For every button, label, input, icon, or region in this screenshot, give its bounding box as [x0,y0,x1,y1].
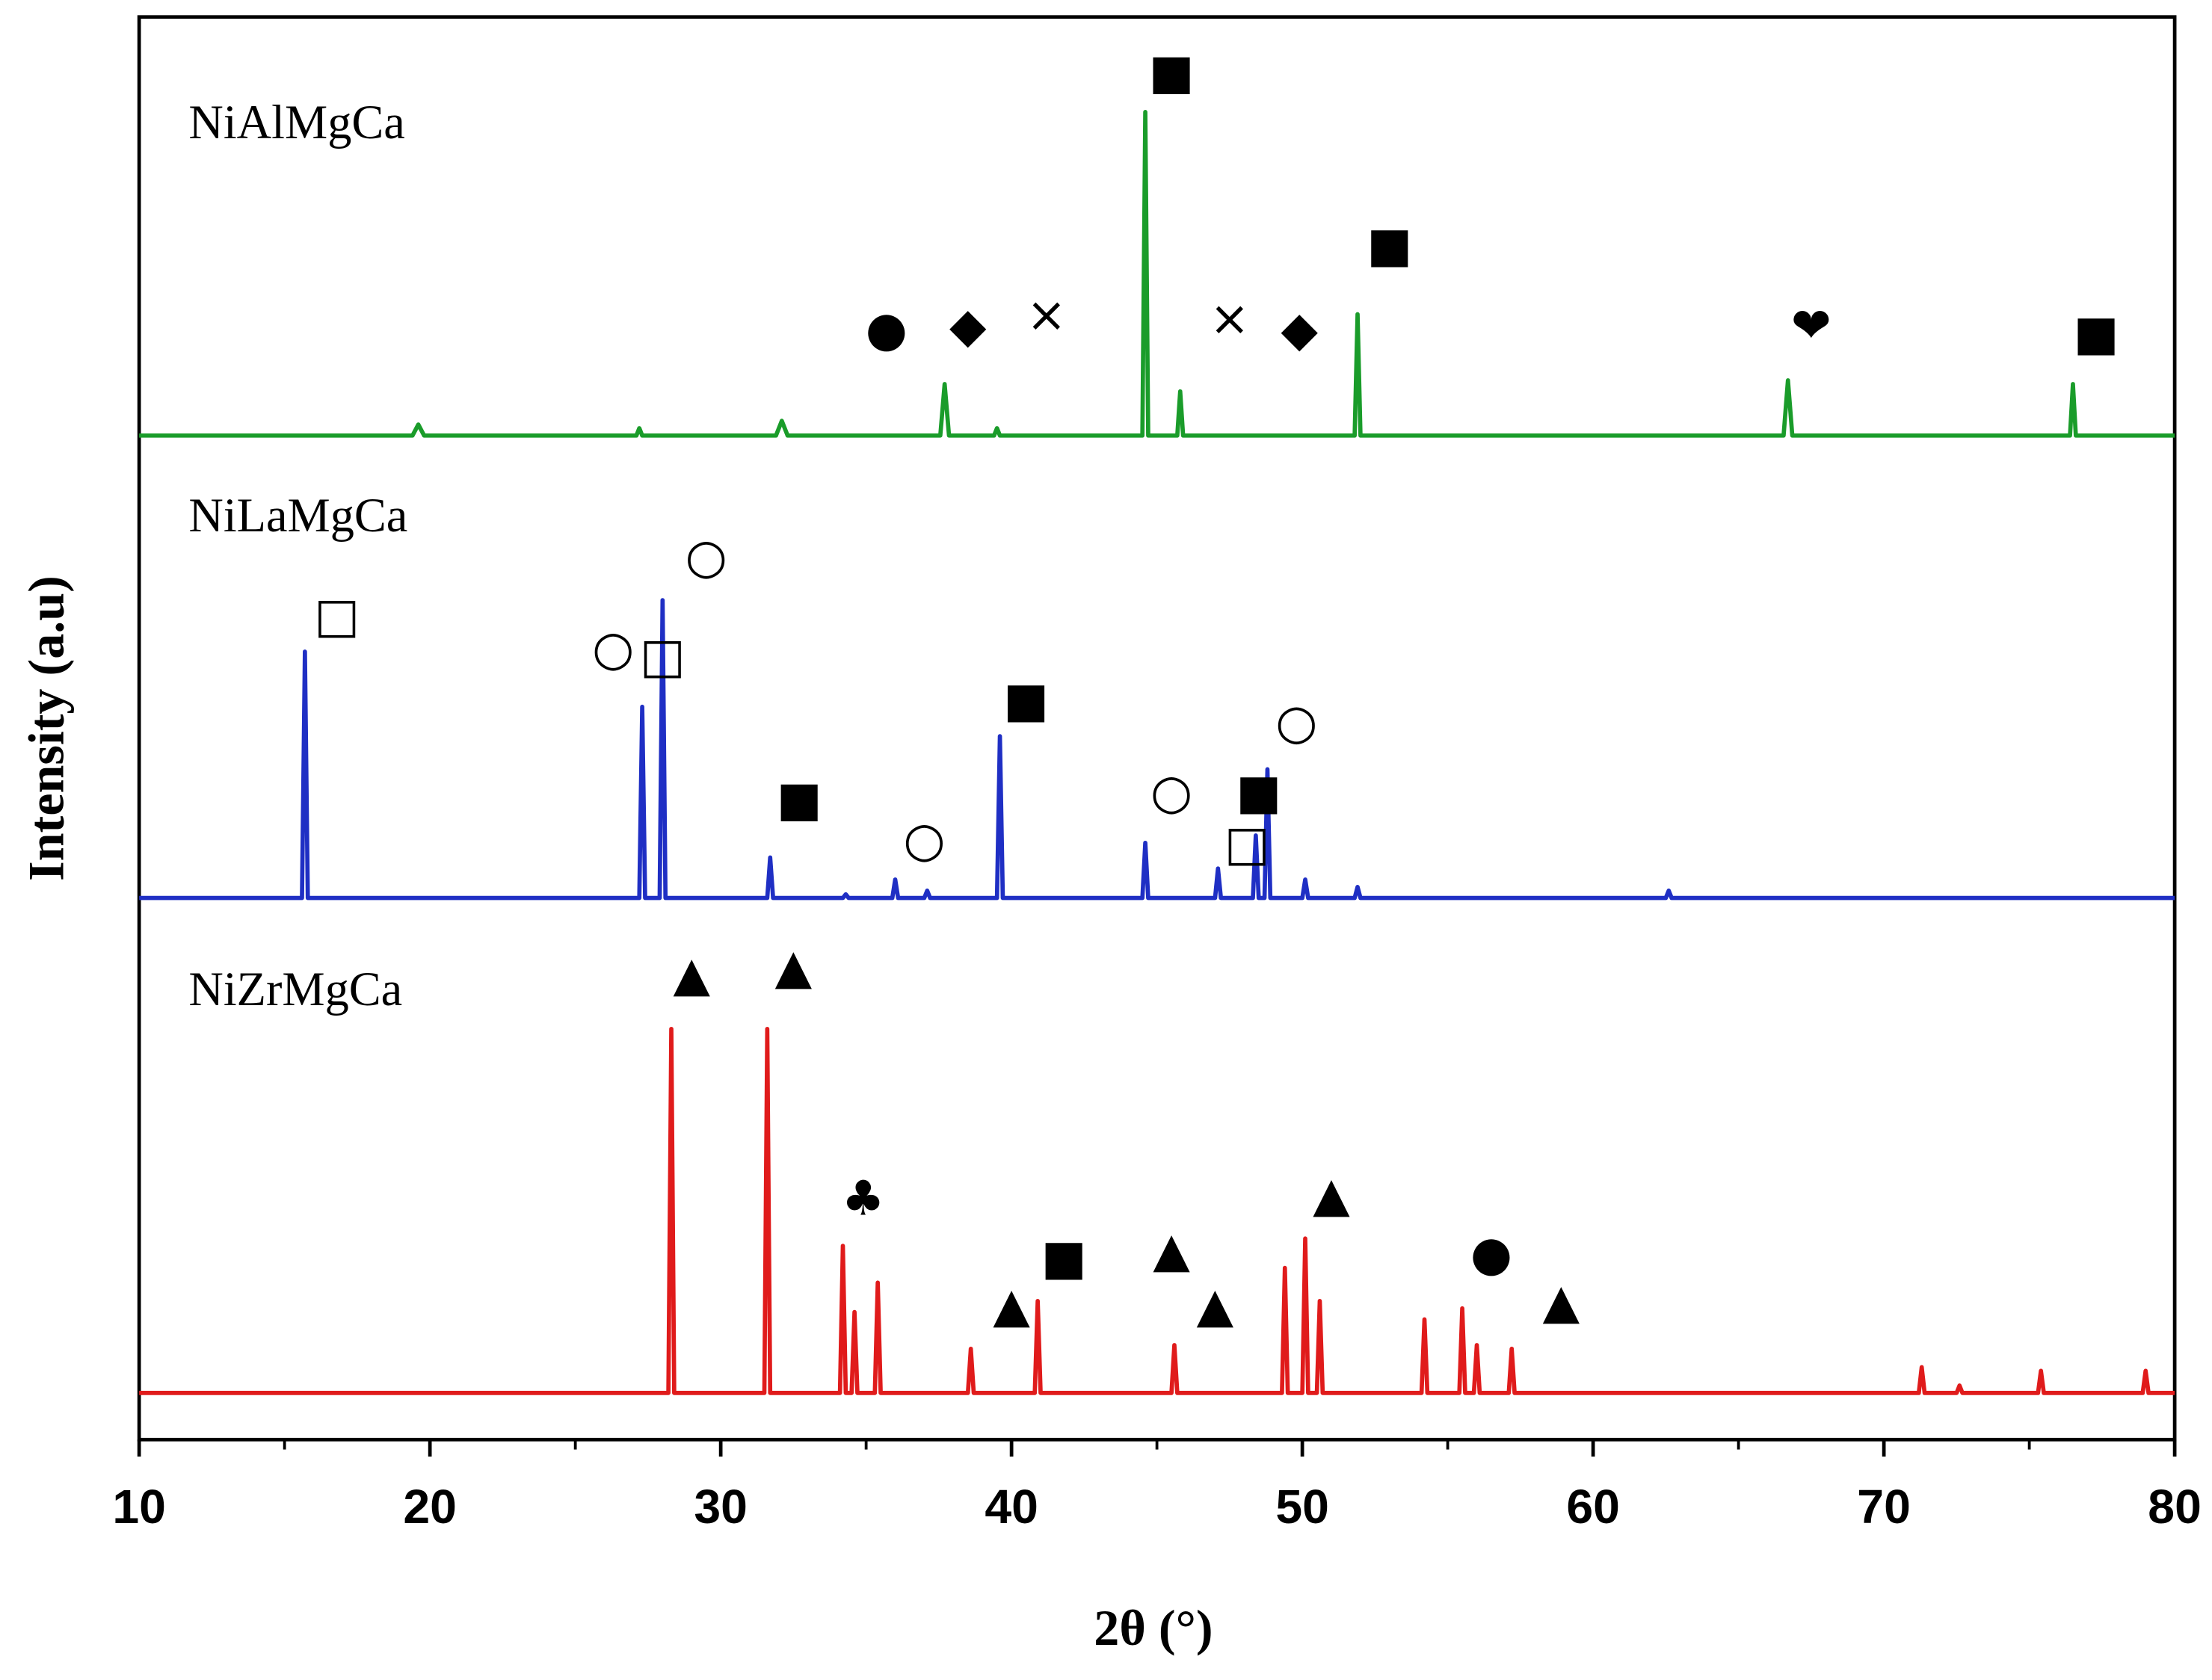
peak-marker: □ [640,628,686,684]
peak-marker: ■ [777,771,822,827]
peak-marker: ○ [903,812,945,868]
series-line [139,110,2175,438]
peak-marker: ▲ [1313,1167,1350,1223]
peak-marker: □ [314,587,360,643]
x-tick-label: 70 [1857,1480,1911,1534]
x-tick-label: 10 [112,1480,166,1534]
peak-marker: ❤ [1791,298,1831,354]
peak-marker: ■ [1149,44,1195,100]
peak-marker: ▲ [993,1277,1030,1333]
peak-marker: ▲ [1543,1273,1580,1330]
peak-marker: ■ [2074,306,2119,362]
peak-marker: ● [1470,1226,1512,1282]
peak-marker: □ [1224,815,1270,871]
x-tick-label: 20 [403,1480,457,1534]
peak-marker: ■ [1003,672,1049,728]
x-axis-label: 2θ (°) [1094,1599,1213,1656]
series-line [139,1026,2175,1395]
series-label: NiAlMgCa [188,96,404,149]
peak-marker: ○ [1150,764,1192,820]
peak-marker: ■ [1236,764,1281,820]
peak-marker: ● [866,302,908,358]
peak-marker: ♣ [842,1171,885,1227]
peak-marker: × [1026,287,1067,343]
x-tick-label: 80 [2148,1480,2202,1534]
peak-marker: ◆ [1281,302,1318,358]
series-line [139,598,2175,901]
peak-marker: ■ [1367,217,1412,273]
peak-marker: ▲ [1153,1222,1190,1278]
x-tick-label: 30 [694,1480,748,1534]
peak-marker: ■ [1041,1229,1087,1285]
peak-marker: ○ [592,621,634,677]
x-tick-label: 40 [985,1480,1038,1534]
peak-marker: ○ [686,529,727,585]
y-axis-label: Intensity (a.u) [17,575,74,881]
series-label: NiLaMgCa [188,489,407,542]
peak-marker: ◆ [949,298,987,354]
peak-marker: ▲ [775,939,813,995]
peak-marker: × [1210,291,1250,347]
peak-marker: ○ [1275,694,1317,750]
x-tick-label: 60 [1566,1480,1620,1534]
x-tick-label: 50 [1275,1480,1329,1534]
peak-marker: ▲ [1197,1277,1234,1333]
peak-marker: ▲ [673,947,710,1003]
series-label: NiZrMgCa [188,963,402,1016]
